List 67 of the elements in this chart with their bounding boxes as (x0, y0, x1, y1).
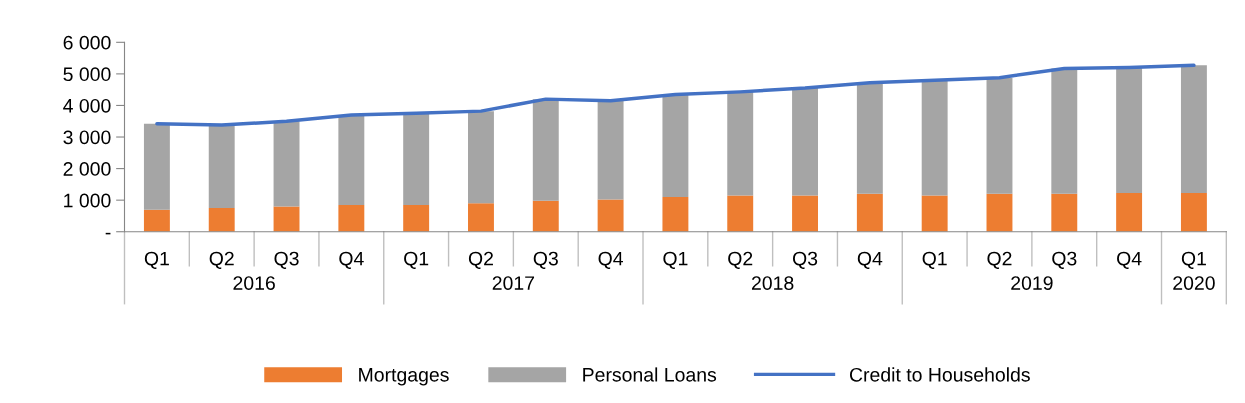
text: 2017 (492, 276, 535, 290)
x-tick-label: Q2 (468, 251, 493, 269)
legend-label: Mortgages (359, 368, 449, 386)
y-tick-label: - (105, 232, 111, 235)
bar (792, 195, 818, 232)
bar (403, 113, 430, 205)
text: 2019 (1011, 276, 1053, 290)
bar (921, 80, 948, 196)
x-tick-label: Q1 (1181, 251, 1206, 269)
bar (468, 111, 494, 204)
bar (208, 208, 235, 232)
x-tick-label: Q4 (339, 251, 364, 269)
bar (143, 209, 170, 232)
bar (856, 82, 883, 194)
legend-label: Credit to Households (849, 367, 1030, 382)
bar (468, 203, 494, 232)
x-tick-label: Q4 (598, 251, 623, 269)
x-tick-label: Q3 (792, 251, 818, 269)
y-tick-label: 6 000 (63, 35, 111, 50)
bar (1180, 65, 1207, 193)
y-tick-label: 3 000 (63, 130, 111, 145)
x-tick-label: Q4 (1117, 251, 1142, 269)
x-tick-label: Q3 (533, 251, 558, 269)
text: 2016 (233, 276, 275, 290)
bar (338, 204, 365, 232)
x-tick-label: Q3 (1052, 251, 1077, 269)
bar (273, 121, 300, 207)
legend-label: Personal Loans (583, 367, 717, 382)
x-tick-label: Q4 (857, 251, 883, 269)
bar (1051, 68, 1078, 194)
bar (338, 114, 365, 205)
y-tick-label: 1 000 (64, 193, 111, 208)
text: 2018 (751, 276, 794, 290)
bar (856, 193, 883, 232)
bar (986, 193, 1013, 232)
text: 2020 (1173, 276, 1215, 290)
bar (727, 195, 754, 232)
bar (921, 195, 948, 232)
bar (1051, 193, 1078, 232)
y-tick-label: 2 000 (63, 162, 111, 176)
bar (532, 99, 559, 201)
bar (1116, 67, 1143, 193)
bar (208, 125, 235, 209)
y-tick-label: 4 000 (63, 98, 111, 113)
x-tick-label: Q1 (922, 251, 947, 269)
bar (727, 91, 754, 196)
bar (597, 199, 624, 232)
bar (273, 206, 300, 232)
x-tick-label: Q1 (144, 251, 169, 269)
bar (1180, 192, 1207, 232)
x-tick-label: Q1 (663, 251, 688, 269)
bar (792, 88, 818, 196)
bar (1116, 192, 1143, 232)
bar (403, 204, 430, 232)
bar (662, 94, 689, 197)
x-tick-label: Q2 (987, 251, 1012, 269)
x-tick-label: Q3 (274, 251, 299, 269)
x-tick-label: Q1 (404, 251, 429, 269)
bar (986, 77, 1013, 194)
line-series (155, 63, 1196, 127)
y-tick-label: 5 000 (63, 67, 111, 82)
x-tick-label: Q2 (209, 251, 234, 269)
x-tick-label: Q2 (728, 251, 753, 269)
bar (143, 123, 170, 210)
bar (532, 200, 559, 232)
bar (662, 197, 689, 232)
bar (597, 100, 624, 200)
